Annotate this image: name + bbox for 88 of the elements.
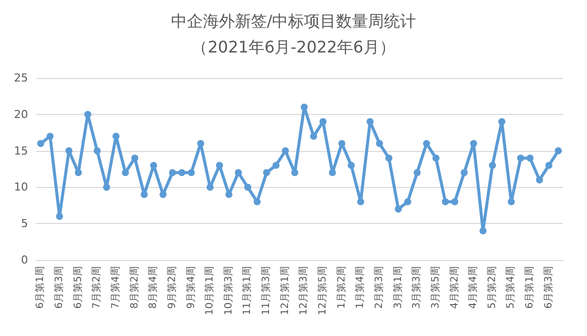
x-tick-label: 12月第1周 — [278, 266, 291, 316]
point — [536, 176, 543, 184]
point — [244, 184, 252, 191]
point — [84, 110, 92, 118]
point — [122, 169, 129, 176]
point — [385, 154, 392, 162]
point — [357, 198, 364, 206]
point — [291, 169, 298, 176]
point — [517, 154, 524, 162]
x-tick-label: 6月第1周 — [524, 266, 536, 309]
x-tick-label: 7月第4周 — [109, 266, 122, 309]
point — [140, 190, 148, 198]
y-tick-label: 10 — [14, 180, 28, 194]
x-tick-label: 3月第1周 — [392, 266, 404, 309]
point — [178, 169, 186, 176]
point — [376, 140, 383, 148]
point — [168, 169, 176, 176]
x-tick-label: 1月第2周 — [335, 266, 348, 309]
x-tick-label: 8月第2周 — [128, 266, 140, 309]
point — [328, 169, 336, 176]
point — [414, 169, 421, 176]
x-tick-label: 12月第3周 — [298, 266, 310, 316]
x-tick-label: 6月第5周 — [72, 266, 84, 309]
point — [150, 162, 158, 169]
point — [300, 104, 308, 111]
x-tick-label: 6月第3周 — [53, 266, 66, 309]
chart-subtitle: （2021年6月-2022年6月） — [192, 38, 396, 56]
x-tick-label: 10月第3周 — [222, 266, 234, 316]
point — [554, 147, 562, 154]
x-tick-label: 10月第1周 — [204, 266, 216, 316]
point — [254, 198, 261, 206]
point — [488, 162, 496, 169]
point — [206, 184, 214, 191]
point — [404, 198, 412, 206]
point — [37, 140, 44, 148]
point — [131, 154, 138, 162]
point — [480, 227, 487, 234]
x-tick-label: 12月第5周 — [316, 266, 329, 316]
x-tick-label: 6月第3周 — [542, 266, 554, 309]
point — [310, 132, 318, 140]
x-tick-label: 8月第4周 — [147, 266, 160, 309]
x-tick-label: 11月第3周 — [260, 266, 272, 316]
point — [197, 140, 204, 148]
point — [498, 118, 506, 126]
point — [470, 140, 478, 148]
x-tick-label: 11月第1周 — [241, 266, 254, 316]
x-tick-label: 5月第4周 — [504, 266, 517, 309]
point — [234, 169, 242, 176]
x-tick-label: 3月第3周 — [410, 266, 423, 309]
x-tick-label: 2月第3周 — [372, 266, 385, 309]
point — [263, 169, 270, 176]
point — [545, 162, 552, 169]
x-tick-label: 9月第2周 — [166, 266, 178, 309]
point — [508, 198, 515, 206]
point — [348, 162, 355, 169]
y-tick-label: 20 — [14, 108, 28, 121]
point — [94, 147, 101, 154]
point — [432, 154, 440, 162]
point — [282, 147, 289, 154]
y-tick-label: 25 — [14, 72, 28, 84]
point — [272, 162, 280, 169]
x-tick-label: 5月第2周 — [486, 266, 498, 309]
point — [320, 118, 327, 126]
chart-title: 中企海外新签/中标项目数量周统计 — [170, 12, 416, 30]
y-tick-label: 0 — [21, 254, 28, 266]
point — [103, 184, 110, 191]
point — [460, 169, 468, 176]
x-tick-label: 7月第2周 — [90, 266, 103, 309]
point — [46, 132, 54, 140]
x-tick-label: 6月第1周 — [34, 266, 46, 309]
x-tick-label: 4月第2周 — [448, 266, 460, 309]
x-tick-label: 1月第4周 — [354, 266, 366, 309]
point — [188, 169, 195, 176]
point — [216, 162, 224, 169]
x-tick-label: 9月第4周 — [184, 266, 197, 309]
point — [366, 118, 374, 126]
point — [526, 154, 534, 162]
y-tick-label: 5 — [21, 217, 28, 230]
point — [442, 198, 449, 206]
x-tick-label: 4月第4周 — [467, 266, 480, 309]
point — [74, 169, 82, 176]
point — [451, 198, 458, 206]
point — [394, 206, 402, 213]
y-tick-label: 15 — [14, 144, 28, 158]
x-tick-label: 3月第5周 — [429, 266, 442, 309]
point — [56, 212, 64, 220]
point — [112, 132, 120, 140]
point — [65, 147, 72, 154]
